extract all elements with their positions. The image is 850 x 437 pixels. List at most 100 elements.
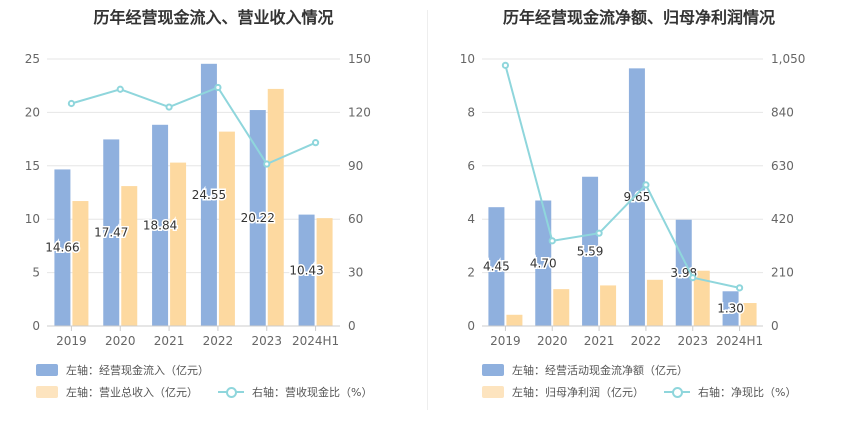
- bar-data-label: 1.30: [717, 302, 744, 316]
- legend-swatch-bar2: [482, 386, 504, 398]
- bar-series-1: [200, 63, 217, 326]
- chart-panel-left: 历年经营现金流入、营业收入情况 0 0 5 30 10 60 15 90 20 120 25 150 2…: [25, 8, 373, 400]
- right-axis-tick-label: 0: [771, 319, 779, 333]
- bar-data-label: 10.43: [289, 263, 323, 277]
- right-axis-tick-label: 150: [348, 52, 371, 66]
- bar-data-label: 14.66: [45, 241, 79, 255]
- bar-data-label: 17.47: [94, 226, 128, 240]
- line-point: [165, 103, 173, 111]
- x-axis-tick-label: 2020: [105, 334, 136, 348]
- bar-data-label: 18.84: [143, 218, 177, 232]
- right-axis-tick-label: 0: [348, 319, 356, 333]
- right-axis-tick-label: 840: [771, 105, 794, 119]
- right-axis-tick-label: 420: [771, 212, 794, 226]
- bar-series-2: [693, 270, 710, 326]
- x-axis-tick-label: 2022: [203, 334, 234, 348]
- legend-swatch-bar1: [482, 364, 504, 376]
- line-point: [214, 83, 222, 92]
- right-axis-tick-label: 1,050: [771, 52, 805, 66]
- legend-swatch-bar1: [36, 364, 58, 376]
- x-axis-tick-label: 2022: [631, 334, 662, 348]
- bar-series-1: [628, 68, 645, 326]
- left-axis-tick-label: 4: [467, 212, 475, 226]
- legend-label: 左轴：经营现金流入（亿元）: [66, 364, 209, 377]
- bar-series-1: [535, 200, 552, 326]
- left-axis-tick-label: 10: [25, 212, 40, 226]
- bar-series-1: [488, 207, 505, 326]
- line-point: [311, 139, 320, 147]
- left-axis-tick-label: 25: [25, 52, 40, 66]
- bar-series-1: [722, 291, 739, 326]
- left-axis-tick-label: 8: [467, 105, 475, 119]
- legend-label: 左轴：经营活动现金流净额（亿元）: [512, 364, 688, 377]
- line-point: [263, 160, 271, 168]
- panel-divider: [427, 10, 428, 410]
- left-axis-tick-label: 10: [460, 52, 475, 66]
- line-point: [548, 237, 556, 245]
- line-point: [595, 229, 603, 237]
- line-point: [67, 99, 76, 108]
- x-axis-tick-label: 2019: [56, 334, 87, 348]
- line-series: [71, 86, 316, 166]
- chart-title: 历年经营现金流净额、归母净利润情况: [502, 8, 775, 27]
- right-axis-tick-label: 30: [348, 266, 363, 280]
- x-axis-tick-label: 2023: [677, 334, 708, 348]
- bar-series-2: [646, 279, 663, 326]
- right-axis-tick-label: 60: [348, 212, 363, 226]
- left-axis-tick-label: 15: [25, 159, 40, 173]
- line-point: [689, 274, 697, 282]
- bar-data-label: 4.70: [530, 256, 557, 270]
- bar-series-1: [675, 219, 692, 326]
- bar-series-2: [170, 162, 187, 326]
- bar-data-label: 9.65: [624, 190, 651, 204]
- bar-series-2: [506, 314, 523, 326]
- line-point: [642, 181, 650, 189]
- legend-item-line[interactable]: 右轴：营收现金比（%）: [218, 384, 372, 400]
- chart-plot-right: 0 0 2 210 4 420 6 630 8 840 10 1,050 2019 4.45 2020 4.7…: [460, 52, 806, 348]
- chart-title: 历年经营现金流入、营业收入情况: [93, 8, 334, 27]
- left-axis-tick-label: 20: [25, 105, 40, 119]
- x-axis-tick-label: 2019: [490, 334, 521, 348]
- legend-label: 左轴：营业总收入（亿元）: [66, 386, 198, 399]
- bar-series-2: [72, 201, 89, 326]
- legend-label: 左轴：归母净利润（亿元）: [512, 386, 644, 399]
- bar-series-2: [121, 186, 138, 326]
- bar-data-label: 24.55: [192, 188, 226, 202]
- line-series: [504, 65, 740, 289]
- legend-item-bar1[interactable]: 左轴：经营活动现金流净额（亿元）: [482, 362, 688, 378]
- x-axis-tick-label: 2021: [154, 334, 185, 348]
- bar-series-1: [152, 124, 169, 326]
- left-axis-tick-label: 6: [467, 159, 475, 173]
- legend-item-bar2[interactable]: 左轴：归母净利润（亿元）: [482, 384, 644, 400]
- legend-item-bar1[interactable]: 左轴：经营现金流入（亿元）: [36, 362, 209, 378]
- bar-series-2: [740, 303, 757, 326]
- line-point: [116, 85, 124, 93]
- right-axis-tick-label: 630: [771, 159, 794, 173]
- bar-series-1: [103, 139, 120, 326]
- chart-plot-left: 0 0 5 30 10 60 15 90 20 120 25 150 2019 14.66 2020 17.4…: [25, 52, 371, 348]
- chart-panel-right: 历年经营现金流净额、归母净利润情况 0 0 2 210 4 420 6 630 8 840 10 1,…: [428, 0, 850, 437]
- bar-series-2: [600, 285, 617, 326]
- x-axis-tick-label: 2023: [251, 334, 282, 348]
- line-point: [501, 61, 510, 69]
- legend-item-bar2[interactable]: 左轴：营业总收入（亿元）: [36, 384, 198, 400]
- right-axis-tick-label: 210: [771, 266, 794, 280]
- x-axis-tick-label: 2020: [537, 334, 568, 348]
- x-axis-tick-label: 2024H1: [292, 334, 339, 348]
- bar-series-1: [298, 214, 315, 326]
- line-point: [735, 284, 744, 292]
- bar-series-1: [582, 176, 599, 326]
- left-axis-tick-label: 0: [32, 319, 40, 333]
- legend-label: 右轴：净现比（%）: [698, 386, 797, 399]
- legend-swatch-line: [218, 386, 244, 398]
- left-axis-tick-label: 2: [467, 266, 475, 280]
- right-axis-tick-label: 90: [348, 159, 363, 173]
- x-axis-tick-label: 2021: [584, 334, 615, 348]
- legend-swatch-line: [664, 386, 690, 398]
- bar-series-2: [316, 218, 333, 326]
- bar-series-2: [553, 289, 570, 326]
- legend-item-line[interactable]: 右轴：净现比（%）: [664, 384, 796, 400]
- x-axis-tick-label: 2024H1: [716, 334, 763, 348]
- bar-series-2: [218, 131, 235, 326]
- bar-data-label: 4.45: [483, 260, 510, 274]
